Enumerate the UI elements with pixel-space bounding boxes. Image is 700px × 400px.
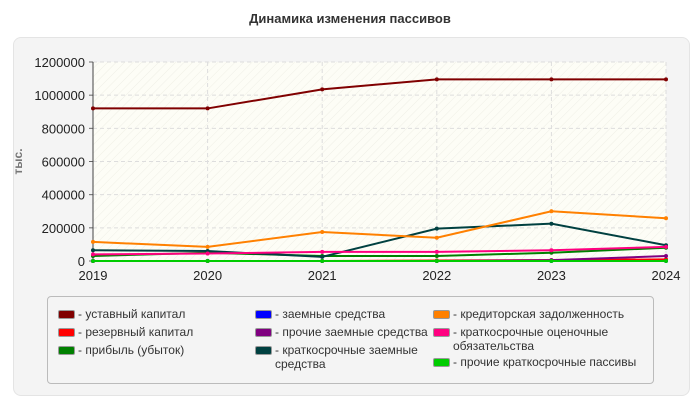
legend-item[interactable]: - прочие заемные средства [255,325,430,339]
chart-legend: - уставный капитал - резервный капитал - п… [47,296,654,384]
data-point [549,259,554,263]
legend-label: - резервный капитал [78,325,194,339]
legend-item[interactable]: - кредиторская задолженность [433,307,643,321]
legend-label: - заемные средства [275,307,386,321]
data-point [549,221,554,226]
x-tick-label: 2023 [537,268,566,283]
data-point [205,251,210,256]
legend-label: - прочие заемные средства [275,325,428,339]
legend-item[interactable]: - прибыль (убыток) [58,343,248,357]
y-tick-label: 0 [78,254,85,269]
legend-label: - прибыль (убыток) [78,343,185,357]
data-point [549,209,554,214]
data-point [205,106,210,111]
legend-swatch [433,310,450,319]
data-point [91,252,95,257]
chart-title: Динамика изменения пассивов [249,11,451,26]
data-point [549,77,554,82]
legend-item[interactable]: - уставный капитал [58,307,248,321]
data-point [320,249,325,254]
legend-swatch [255,310,272,319]
y-tick-label: 800000 [42,121,85,136]
y-tick-label: 1200000 [34,55,85,70]
legend-swatch [255,346,272,355]
legend-swatch [433,358,450,367]
legend-item[interactable]: - резервный капитал [58,325,248,339]
x-tick-label: 2024 [652,268,681,283]
legend-item[interactable]: - заемные средства [255,307,430,321]
data-point [91,106,95,111]
data-point [664,216,668,221]
legend-label: - краткосрочные заемные средства [275,343,418,371]
x-tick-label: 2020 [193,268,222,283]
y-tick-label: 400000 [42,188,85,203]
y-tick-label: 200000 [42,221,85,236]
x-tick-label: 2019 [79,268,108,283]
legend-swatch [255,328,272,337]
series-line-5 [92,222,667,258]
data-point [664,254,668,259]
x-tick-label: 2021 [308,268,337,283]
data-point [91,248,95,253]
legend-swatch [58,346,75,355]
legend-swatch [433,328,450,337]
legend-item[interactable]: - краткосрочные заемные средства [255,343,430,371]
data-point [664,244,668,249]
legend-swatch [58,310,75,319]
data-point [320,259,325,263]
data-point [549,248,554,253]
data-point [91,239,95,244]
y-tick-label: 600000 [42,155,85,170]
legend-label: - краткосрочные оценочные обязательства [453,325,609,353]
data-point [434,254,439,259]
data-point [205,244,210,249]
data-point [320,87,325,92]
data-point [434,226,439,231]
series-line-7 [92,245,667,256]
data-point [434,249,439,254]
legend-swatch [58,328,75,337]
data-point [91,259,95,263]
data-point [320,254,325,259]
y-tick-label: 1000000 [34,88,85,103]
series-line-6 [92,210,667,248]
legend-item[interactable]: - краткосрочные оценочные обязательства [433,325,643,353]
y-axis-label: тыс. [11,148,25,174]
x-tick-label: 2022 [422,268,451,283]
legend-label: - кредиторская задолженность [453,307,625,321]
data-point [664,77,668,82]
legend-label: - уставный капитал [78,307,186,321]
data-point [434,235,439,240]
data-point [664,259,668,263]
data-point [434,259,439,263]
series-line-0 [93,78,666,110]
data-point [205,259,210,263]
data-point [434,77,439,82]
legend-label: - прочие краткосрочные пассивы [453,355,637,369]
legend-item[interactable]: - прочие краткосрочные пассивы [433,355,643,369]
data-point [320,229,325,234]
